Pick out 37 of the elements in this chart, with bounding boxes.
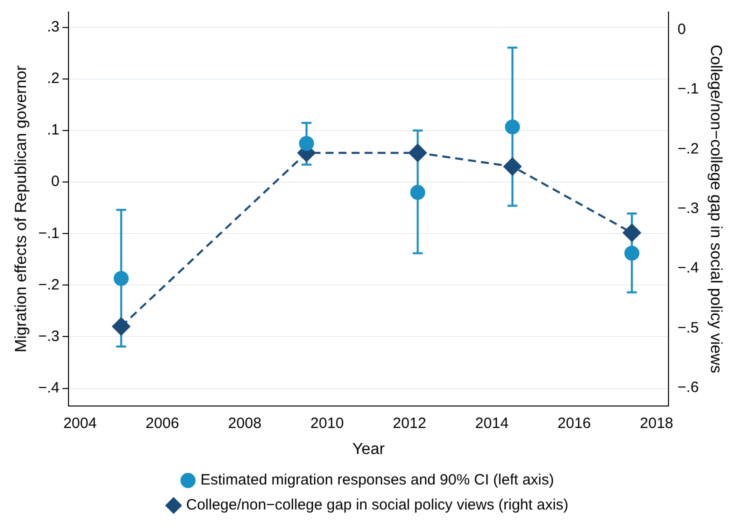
point bbox=[503, 158, 522, 176]
y2-tick-label: −.2 bbox=[678, 140, 699, 158]
legend-label: College/non−college gap in social policy views (right axis) bbox=[186, 496, 568, 514]
y-tick-label: −.3 bbox=[38, 328, 60, 345]
y-tick-label: −.2 bbox=[38, 276, 60, 294]
y2-axis-title: College/non−college gap in social policy views bbox=[706, 44, 724, 374]
y2-tick-label: 0 bbox=[678, 21, 686, 38]
y-tick-label: .1 bbox=[46, 122, 60, 139]
point bbox=[408, 144, 427, 162]
y-tick-label: −.1 bbox=[38, 224, 60, 242]
y2-tick-label: −.5 bbox=[678, 319, 699, 336]
y2-tick-label: −.4 bbox=[678, 260, 699, 277]
y-tick-label: .3 bbox=[46, 18, 60, 36]
y2-tick-label: −.1 bbox=[678, 80, 699, 98]
y-tick-label: .2 bbox=[46, 70, 60, 88]
point bbox=[624, 246, 640, 261]
point bbox=[504, 119, 520, 134]
x-tick-label: 2014 bbox=[475, 414, 509, 432]
point bbox=[410, 184, 426, 200]
y2-tick-label: −.3 bbox=[678, 200, 699, 218]
x-tick-label: 2018 bbox=[640, 414, 674, 432]
y-tick-label: −.4 bbox=[38, 379, 60, 396]
legend-label: Estimated migration responses and 90% CI (left axis) bbox=[200, 472, 554, 489]
x-tick-label: 2004 bbox=[63, 414, 97, 432]
y-axis-title: Migration effects of Republican governor bbox=[13, 64, 30, 352]
x-tick-label: 2006 bbox=[146, 414, 180, 432]
y-tick-label: 0 bbox=[51, 173, 60, 190]
x-tick-label: 2016 bbox=[558, 414, 591, 432]
point bbox=[622, 224, 641, 242]
x-axis-title: Year bbox=[352, 440, 386, 458]
x-tick-label: 2012 bbox=[392, 414, 426, 432]
y2-tick-label: −.6 bbox=[678, 379, 699, 396]
x-tick-label: 2008 bbox=[228, 414, 262, 432]
point bbox=[299, 136, 314, 151]
x-tick-label: 2010 bbox=[310, 414, 344, 432]
point bbox=[114, 270, 129, 286]
point bbox=[112, 317, 130, 336]
